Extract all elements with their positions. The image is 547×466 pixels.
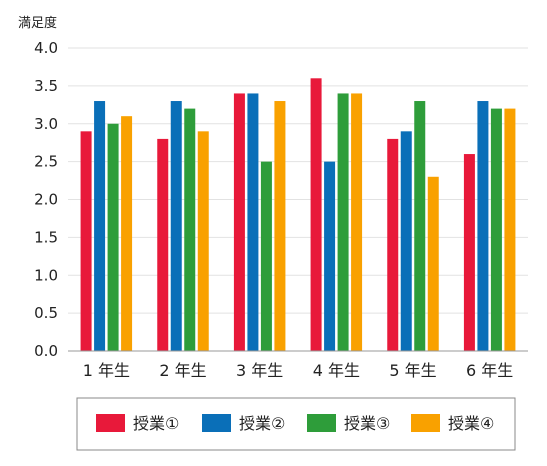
x-category-label: 6 年生	[466, 361, 513, 380]
bar-6-2	[477, 101, 489, 352]
y-tick-label: 4.0	[34, 39, 58, 57]
x-category-label: 5 年生	[389, 361, 436, 380]
y-tick-label: 3.0	[34, 115, 58, 133]
bar-6-1	[463, 154, 475, 351]
y-tick-label: 2.5	[34, 153, 58, 171]
bar-2-3	[184, 108, 196, 351]
bar-5-2	[400, 131, 412, 351]
y-tick-labels: 0.0 0.5 1.0 1.5 2.0 2.5 3.0 3.5 4.0	[34, 39, 58, 360]
x-category-label: 3 年生	[236, 361, 283, 380]
bar-4-2	[324, 161, 336, 351]
bar-3-2	[247, 93, 259, 351]
bar-6-4	[504, 108, 516, 351]
y-tick-label: 0.0	[34, 342, 58, 360]
legend: 授業① 授業② 授業③ 授業④	[76, 397, 516, 451]
y-tick-label: 1.0	[34, 266, 58, 284]
y-tick-label: 0.5	[34, 304, 58, 322]
bar-3-3	[260, 161, 272, 351]
gridlines	[68, 47, 528, 314]
bar-5-4	[427, 176, 439, 351]
x-category-label: 4 年生	[313, 361, 360, 380]
y-tick-label: 2.0	[34, 191, 58, 209]
legend-swatch	[411, 414, 440, 432]
bar-1-3	[107, 123, 119, 351]
bar-2-2	[170, 101, 182, 352]
bar-5-3	[414, 101, 426, 352]
legend-swatch	[96, 414, 125, 432]
bar-3-1	[233, 93, 245, 351]
bar-2-1	[157, 138, 169, 351]
bar-2-4	[197, 131, 209, 351]
x-category-label: 1 年生	[83, 361, 130, 380]
y-tick-label: 3.5	[34, 77, 58, 95]
y-axis-title: 満足度	[18, 15, 57, 31]
x-category-label: 2 年生	[159, 361, 206, 380]
legend-swatch	[307, 414, 336, 432]
bar-1-2	[94, 101, 106, 352]
bar-1-1	[80, 131, 92, 351]
y-tick-label: 1.5	[34, 228, 58, 246]
bar-5-1	[387, 138, 399, 351]
bar-4-4	[351, 93, 363, 351]
legend-box	[76, 397, 516, 451]
bars	[80, 78, 516, 352]
legend-label: 授業①	[133, 414, 179, 433]
legend-swatch	[202, 414, 231, 432]
bar-4-3	[337, 93, 349, 351]
legend-label: 授業②	[239, 414, 285, 433]
legend-label: 授業③	[344, 414, 390, 433]
bar-6-3	[490, 108, 502, 351]
bar-1-4	[121, 116, 133, 351]
bar-4-1	[310, 78, 322, 352]
legend-label: 授業④	[448, 414, 494, 433]
x-category-labels: 1 年生 2 年生 3 年生 4 年生 5 年生 6 年生	[83, 361, 514, 380]
bar-3-4	[274, 101, 286, 352]
